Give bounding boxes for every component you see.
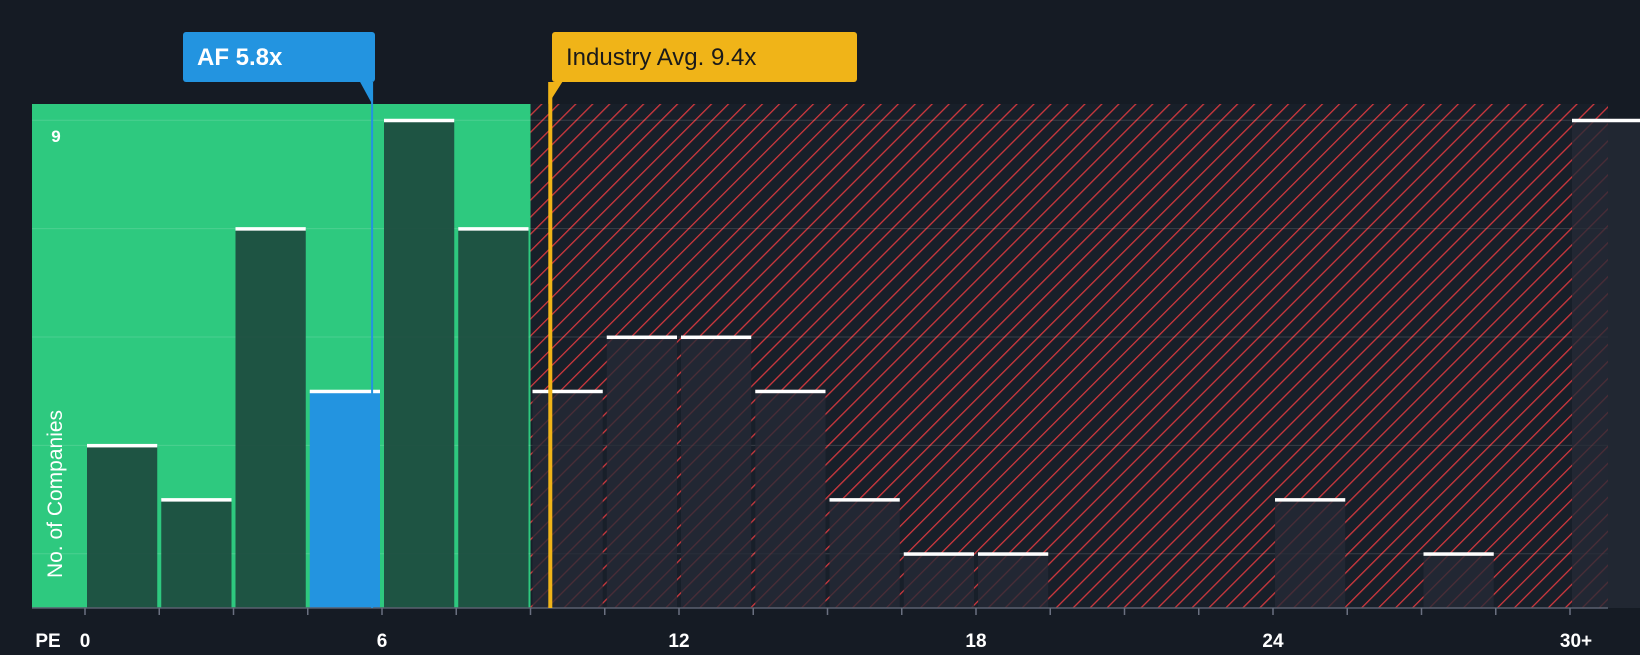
bar-cap	[903, 552, 974, 556]
y-tick-label: 9	[51, 127, 60, 146]
bar-cap	[829, 498, 900, 502]
histogram-bar	[903, 553, 974, 608]
x-tick-label: 0	[80, 631, 91, 650]
x-axis-layer: 0 6 12 18 24 30+	[32, 607, 1608, 652]
markers-layer: AF 5.8x Industry Avg. 9.4x	[183, 32, 857, 608]
histogram-bar	[978, 553, 1049, 608]
bar-cap	[606, 335, 677, 340]
histogram-bar	[829, 499, 900, 608]
bar-cap	[755, 389, 826, 394]
bar-cap	[978, 552, 1049, 556]
x-tick-label: 30+	[1560, 631, 1592, 650]
bar-cap	[681, 335, 752, 340]
bar-cap	[1423, 552, 1494, 556]
company-marker-label-box	[183, 32, 375, 82]
histogram-bar	[1572, 120, 1640, 609]
bar-cap	[1275, 498, 1346, 502]
bar-cap	[532, 389, 603, 394]
x-tick-label: 18	[965, 631, 986, 650]
histogram-bar	[309, 391, 380, 608]
x-tick-label: 6	[377, 631, 388, 650]
bar-cap	[309, 389, 380, 394]
bar-cap	[87, 443, 158, 448]
x-tick-label: 12	[668, 631, 689, 650]
industry-marker-label: Industry Avg. 9.4x	[566, 44, 756, 71]
histogram-bar	[235, 228, 306, 609]
histogram-bar	[532, 391, 603, 608]
histogram-bar	[755, 391, 826, 608]
industry-marker-pointer	[548, 82, 563, 104]
bars-layer	[87, 118, 1640, 609]
x-tick-label: 24	[1262, 631, 1284, 650]
company-marker-label: AF 5.8x	[197, 44, 283, 71]
bar-cap	[458, 227, 529, 231]
y-axis-label: No. of Companies	[44, 410, 67, 578]
bar-cap	[384, 118, 455, 123]
industry-marker-label-box	[552, 32, 857, 82]
histogram-bar	[1423, 553, 1494, 608]
bar-cap	[161, 498, 232, 502]
bar-cap	[1572, 118, 1640, 123]
histogram-bar	[384, 120, 455, 609]
bar-cap	[235, 227, 306, 231]
histogram-bar	[1275, 499, 1346, 608]
histogram-bar	[161, 499, 232, 608]
x-axis-label: PE	[35, 631, 60, 650]
histogram-bar	[681, 337, 752, 608]
company-marker-pointer	[360, 82, 373, 104]
histogram-bar	[606, 337, 677, 608]
histogram-bar	[87, 445, 158, 608]
histogram-bar	[458, 228, 529, 609]
